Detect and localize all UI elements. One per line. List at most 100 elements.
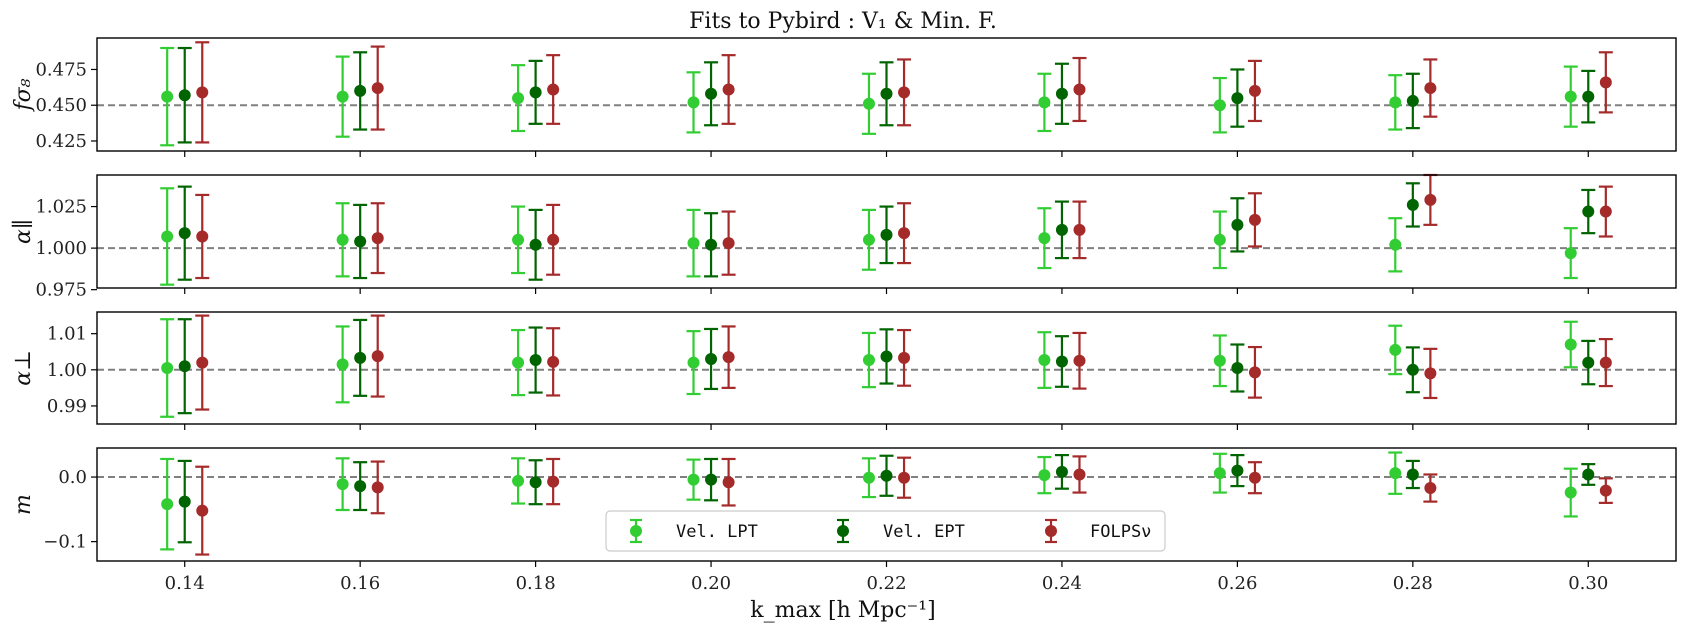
- data-point: [1231, 218, 1244, 231]
- data-point: [1231, 92, 1244, 105]
- data-point: [161, 362, 174, 374]
- legend-box: [605, 510, 1166, 552]
- data-point: [1073, 468, 1086, 481]
- data-point: [898, 86, 911, 99]
- data-point: [1582, 90, 1595, 103]
- series-2: [177, 182, 1596, 281]
- data-point: [880, 469, 893, 482]
- data-point: [705, 87, 718, 100]
- data-point: [336, 233, 349, 246]
- data-point: [354, 351, 367, 364]
- data-point: [547, 83, 560, 96]
- panel-frame: [96, 447, 1677, 562]
- data-point: [512, 474, 525, 487]
- series-3: [195, 173, 1613, 280]
- data-point: [1582, 356, 1595, 369]
- data-point: [1599, 356, 1612, 369]
- legend: Vel. LPT Vel. EPT FOLPSν: [605, 510, 1166, 552]
- y-tick-label: 0.975: [35, 280, 87, 301]
- y-axis-label: fσ₈: [11, 78, 36, 112]
- data-point: [1406, 468, 1419, 481]
- data-point: [1599, 205, 1612, 218]
- data-point: [687, 237, 700, 250]
- data-point: [1248, 213, 1261, 226]
- data-point: [1582, 205, 1595, 218]
- data-point: [529, 238, 542, 251]
- chart-title: Fits to Pybird : V₁ & Min. F.: [689, 9, 997, 34]
- data-point: [1599, 76, 1612, 89]
- x-tick-label: 0.16: [340, 573, 380, 594]
- data-point: [1424, 82, 1437, 95]
- y-tick-label: 0.475: [35, 59, 87, 80]
- y-axis-label: α∥: [11, 219, 36, 244]
- data-point: [1248, 366, 1261, 379]
- data-point: [196, 504, 209, 517]
- panel-3: 0.99 1.00 1.01 α⊥: [11, 311, 1677, 430]
- series-1: [160, 187, 1578, 286]
- data-point: [1038, 96, 1051, 109]
- panel-frame: [96, 174, 1677, 289]
- data-point: [161, 230, 174, 243]
- y-tick-label: 1.00: [47, 360, 87, 381]
- data-point: [705, 238, 718, 251]
- data-point: [1564, 90, 1577, 103]
- data-point: [687, 473, 700, 486]
- series-3: [195, 41, 1613, 144]
- series-1: [160, 46, 1578, 147]
- data-point: [529, 476, 542, 489]
- data-point: [1038, 469, 1051, 482]
- y-tick-label: 0.99: [47, 396, 87, 417]
- data-point: [880, 87, 893, 100]
- data-point: [1073, 223, 1086, 236]
- series-2: [177, 318, 1596, 415]
- legend-label: Vel. EPT: [883, 522, 965, 542]
- data-point: [1248, 471, 1261, 484]
- x-tick-label: 0.30: [1568, 573, 1608, 594]
- y-tick-label: 1.025: [35, 197, 87, 218]
- data-point: [178, 360, 191, 373]
- data-point: [1231, 362, 1244, 374]
- legend-marker: [630, 525, 642, 537]
- data-point: [196, 356, 209, 369]
- x-axis-label: k_max [h Mpc⁻¹]: [750, 598, 935, 623]
- data-point: [1406, 363, 1419, 376]
- legend-marker: [837, 525, 849, 537]
- panel-4: −0.1 0.0 0.14 0.16 0.18 0.20 0.22 0.24 0.26 0.28 0…: [11, 447, 1677, 594]
- data-point: [529, 86, 542, 99]
- data-point: [1213, 99, 1226, 112]
- data-point: [196, 86, 209, 99]
- panel-frame: [96, 37, 1677, 152]
- data-point: [161, 498, 174, 511]
- series-1: [160, 318, 1578, 418]
- y-tick-label: −0.1: [43, 532, 87, 553]
- data-point: [178, 495, 191, 508]
- data-point: [1582, 468, 1595, 481]
- x-tick-label: 0.20: [691, 573, 731, 594]
- data-point: [1073, 354, 1086, 367]
- data-point: [371, 82, 384, 95]
- data-point: [722, 351, 735, 364]
- data-point: [862, 354, 875, 367]
- data-point: [722, 83, 735, 96]
- data-point: [1564, 486, 1577, 499]
- data-point: [512, 92, 525, 105]
- x-tick-label: 0.28: [1393, 573, 1433, 594]
- data-point: [1213, 467, 1226, 480]
- x-tick-label: 0.18: [516, 573, 556, 594]
- data-point: [1406, 94, 1419, 107]
- data-point: [898, 471, 911, 484]
- x-tick-label: 0.14: [165, 573, 205, 594]
- series-3: [195, 314, 1613, 411]
- data-point: [336, 478, 349, 491]
- data-point: [1564, 247, 1577, 260]
- data-point: [898, 351, 911, 364]
- data-point: [547, 355, 560, 368]
- legend-entry-2: Vel. EPT: [837, 518, 965, 544]
- y-tick-label: 1.000: [35, 238, 87, 259]
- data-point: [547, 475, 560, 488]
- x-tick-label: 0.26: [1217, 573, 1257, 594]
- legend-entry-3: FOLPSν: [1045, 518, 1151, 544]
